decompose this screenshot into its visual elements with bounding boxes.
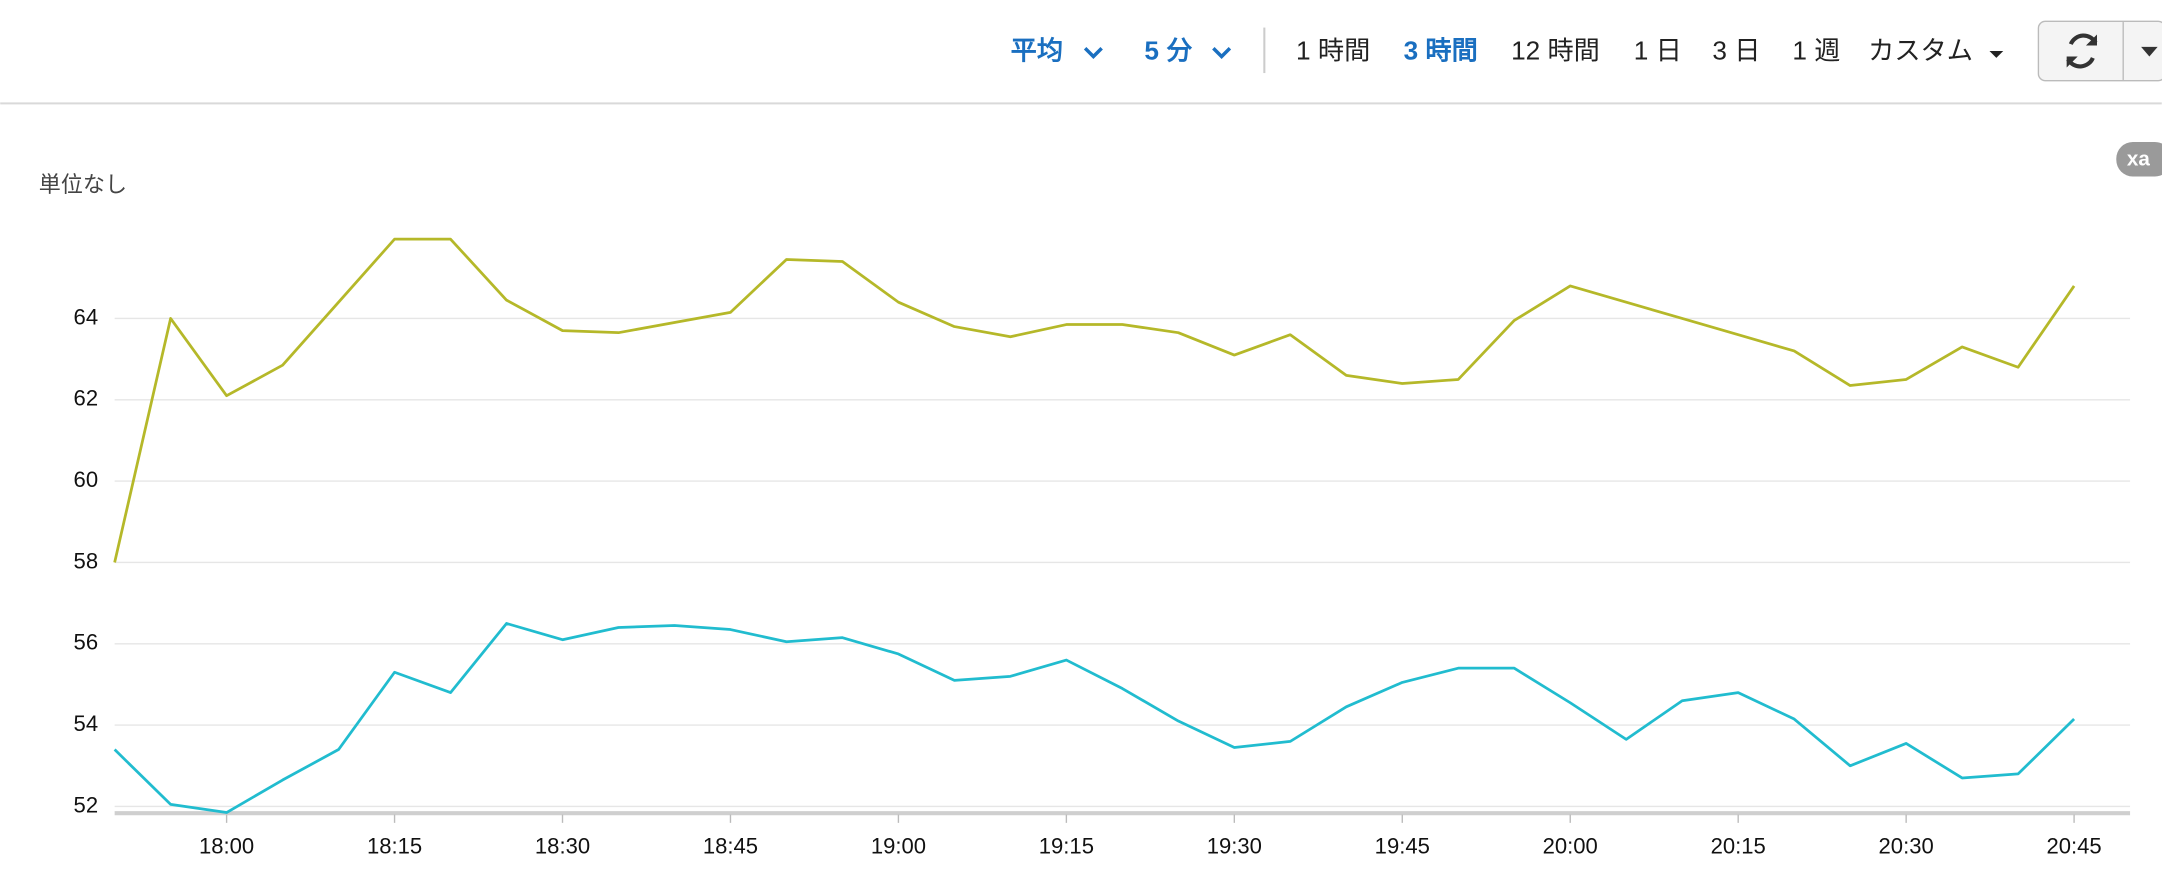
y-tick-label: 52 (74, 792, 99, 817)
x-tick-label: 20:15 (1711, 834, 1766, 859)
statistic-label[interactable]: 平均 (1011, 35, 1063, 65)
x-tick-label: 20:30 (1879, 834, 1934, 859)
y-axis-label: 単位なし (39, 172, 127, 197)
y-tick-label: 58 (74, 548, 99, 573)
range-option[interactable]: 12 時間 (1511, 35, 1600, 65)
chevron-icon (1083, 47, 1103, 59)
x-tick-label: 18:30 (535, 834, 590, 859)
y-tick-label: 60 (74, 467, 99, 492)
series-line (113, 622, 2076, 814)
x-tick-label: 18:00 (199, 834, 254, 859)
chevron-icon (1212, 47, 1232, 59)
range-option[interactable]: 3 時間 (1404, 35, 1478, 65)
button-frame[interactable] (2037, 20, 2162, 82)
x-tick-label: 19:45 (1375, 834, 1430, 859)
x-tick-label: 18:15 (367, 834, 422, 859)
refresh-arrows (2066, 34, 2097, 68)
range-selector: 1 時間 3 時間 12 時間 1 日 3 日 1 週 (1296, 35, 1840, 65)
range-option[interactable]: 1 時間 (1296, 35, 1370, 65)
badge-text: xa (2127, 147, 2150, 170)
y-tick-label: 62 (74, 386, 99, 411)
refresh-button[interactable] (2037, 20, 2162, 82)
x-tick-label: 19:00 (871, 834, 926, 859)
badge: xa (2116, 141, 2162, 177)
y-tick-label: 54 (74, 711, 99, 736)
x-tick-label: 19:15 (1039, 834, 1094, 859)
range-option[interactable]: 1 日 (1634, 35, 1682, 65)
custom-dropdown[interactable]: カスタム (1868, 35, 2004, 65)
period-dropdown[interactable]: 5 分 (1144, 35, 1232, 65)
x-tick-label: 18:45 (703, 834, 758, 859)
x-tick-label: 19:30 (1207, 834, 1262, 859)
series-line (113, 237, 2076, 563)
y-tick-label: 56 (74, 630, 99, 655)
range-option[interactable]: 1 週 (1792, 35, 1840, 65)
x-tick-label: 20:00 (1543, 834, 1598, 859)
y-tick-label: 64 (74, 304, 99, 329)
caret-icon[interactable] (2141, 46, 2158, 57)
period-label[interactable]: 5 分 (1144, 35, 1192, 65)
plot: 52 54 56 58 60 62 64 18:00 18:15 18:30 18:45 19:00 1… (74, 237, 2131, 859)
range-option[interactable]: 3 日 (1712, 35, 1760, 65)
custom-label[interactable]: カスタム (1868, 35, 1973, 65)
badge-bg (2116, 141, 2162, 177)
caret-icon (1989, 51, 2004, 58)
x-tick-label: 20:45 (2047, 834, 2102, 859)
statistic-dropdown[interactable]: 平均 (1011, 35, 1103, 65)
